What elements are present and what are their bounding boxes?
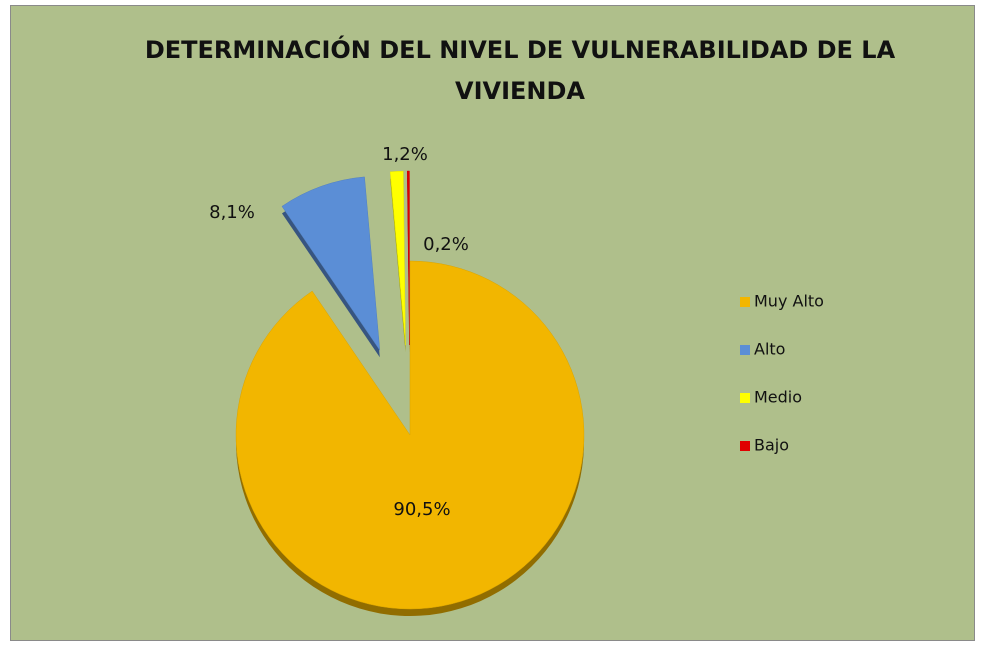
chart-title: DETERMINACIÓN DEL NIVEL DE VULNERABILIDA…	[144, 36, 896, 105]
legend-swatch	[740, 345, 750, 355]
data-label: 90,5%	[393, 499, 450, 520]
data-label: 8,1%	[209, 202, 255, 223]
slice	[235, 260, 585, 610]
data-label: 1,2%	[382, 144, 428, 165]
data-label: 0,2%	[423, 234, 469, 255]
legend-swatch	[740, 441, 750, 451]
legend-label: Muy Alto	[754, 292, 824, 311]
legend-label: Medio	[754, 388, 802, 407]
legend-swatch	[740, 297, 750, 307]
legend-label: Alto	[754, 340, 785, 359]
slice	[406, 170, 410, 346]
legend-label: Bajo	[754, 436, 789, 455]
legend-swatch	[740, 393, 750, 403]
slice	[389, 170, 406, 346]
slice	[281, 176, 381, 352]
